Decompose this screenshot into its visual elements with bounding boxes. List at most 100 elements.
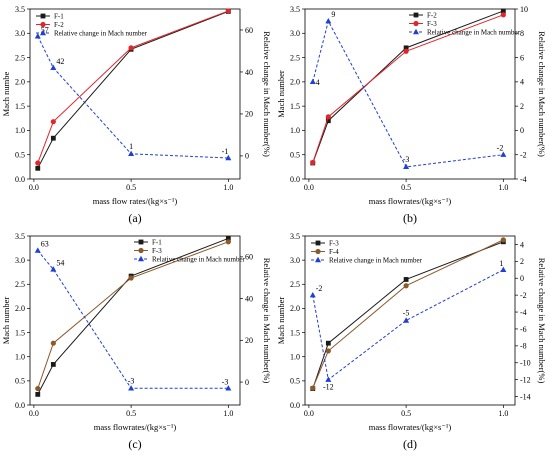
legend-marker [40,29,46,36]
x-tick-label: 0.5 [401,183,411,192]
x-tick-label: 0.0 [29,409,39,418]
data-point [309,78,316,85]
y2-tick-label: -2 [520,151,527,160]
legend-marker [413,12,419,18]
x-axis-title: mass flowrates/(kg×s⁻¹) [94,422,177,432]
y2-tick-label: 20 [245,336,253,345]
data-point [325,17,332,24]
data-label: -3 [403,155,410,164]
data-point [34,33,41,39]
legend-label: Relative change in Mach number [329,257,423,265]
data-label: 42 [56,57,64,66]
legend-marker [40,21,46,28]
y2-tick-label: 0 [245,152,249,161]
legend-label: Relative change in Mach number [427,29,521,37]
y-axis-title: Mach number [276,70,286,118]
y-tick-label: 2.0 [15,78,25,87]
data-point [310,159,316,166]
plot-frame [29,8,241,180]
data-point [50,362,56,367]
y-tick-label: 1.5 [15,102,25,111]
y-tick-label: 2.5 [15,280,25,289]
legend-marker [40,13,46,19]
x-tick-label: 0.5 [126,409,136,418]
data-point [225,154,232,161]
y2-tick-label: 6 [520,53,524,62]
data-point [325,118,331,124]
data-point [34,247,41,253]
data-point [225,8,231,14]
y-tick-label: 1.0 [290,353,300,362]
y-tick-label: 3.0 [290,29,300,38]
x-tick-label: 1.0 [498,409,508,418]
y-tick-label: 0.0 [15,401,25,410]
data-point [403,48,409,54]
y-tick-label: 2.0 [290,304,300,313]
series-line-2 [312,239,504,389]
x-tick-label: 0.5 [401,409,411,418]
data-point [325,114,331,120]
x-tick-label: 1.0 [498,183,508,192]
data-point [310,385,316,391]
data-point [50,135,56,141]
x-axis-title: mass flowrates/(kg×s⁻¹) [369,422,452,432]
y-tick-label: 2.5 [15,53,25,62]
y2-tick-label: 20 [245,110,253,119]
y-tick-label: 1.0 [15,126,25,135]
data-point [309,291,316,298]
legend-marker [413,28,419,35]
y2-tick-label: 4 [520,78,524,87]
x-tick-label: 0.5 [126,183,136,192]
legend-label: F-4 [329,248,339,256]
data-label: 1 [129,142,133,151]
x-tick-label: 0.0 [304,183,314,192]
y2-tick-label: 10 [520,5,528,14]
plot-frame [29,235,241,406]
y2-tick-label: 4 [520,240,524,249]
series-line-1 [37,10,229,169]
data-point [403,163,410,170]
y-tick-label: 0.0 [290,175,300,184]
y-tick-label: 3.5 [15,5,25,14]
series-line-3 [37,36,229,159]
series-line-2 [37,10,229,164]
y-tick-label: 2.5 [290,280,300,289]
data-label: -2 [497,144,504,153]
panel-label: (d) [403,437,417,451]
legend-label: F-3 [329,240,339,248]
data-point [50,64,57,70]
series-line-3 [312,269,504,381]
y-tick-label: 3.0 [15,29,25,38]
data-label: -3 [128,376,135,385]
data-point [35,165,41,171]
chart-panel-1: 0.0 0.5 1.0 0.0 0.5 1.0 1.5 2.0 2.5 3.0 3.5 0 20 40 60… [1,5,272,225]
y-tick-label: 0.5 [15,377,25,386]
x-tick-label: 0.0 [304,409,314,418]
plot-frame [304,8,516,180]
y-tick-label: 1.5 [290,102,300,111]
series-line-3 [312,19,504,168]
y-tick-label: 2.0 [290,78,300,87]
y-tick-label: 1.0 [15,353,25,362]
x-tick-label: 0.0 [29,183,39,192]
y2-tick-label: -12 [520,375,531,384]
y-axis-title: Mach number [276,297,286,345]
y-tick-label: 1.5 [15,328,25,337]
legend-marker [315,256,321,263]
data-point [225,239,231,245]
y2-tick-label: -4 [520,308,527,317]
data-point [225,385,232,391]
y-tick-label: 0.5 [290,151,300,160]
data-point [403,317,410,323]
data-label: 54 [56,258,64,267]
legend-label: F-2 [427,12,437,20]
legend-label: F-2 [54,21,64,29]
y-tick-label: 3.0 [290,256,300,265]
data-point [225,236,231,241]
legend-marker [138,239,144,245]
data-label: -1 [222,147,229,156]
series-line-3 [37,250,229,389]
panel-label: (a) [128,211,141,225]
legend-label: Relative change in Mach number [152,256,246,264]
data-point [403,283,409,289]
